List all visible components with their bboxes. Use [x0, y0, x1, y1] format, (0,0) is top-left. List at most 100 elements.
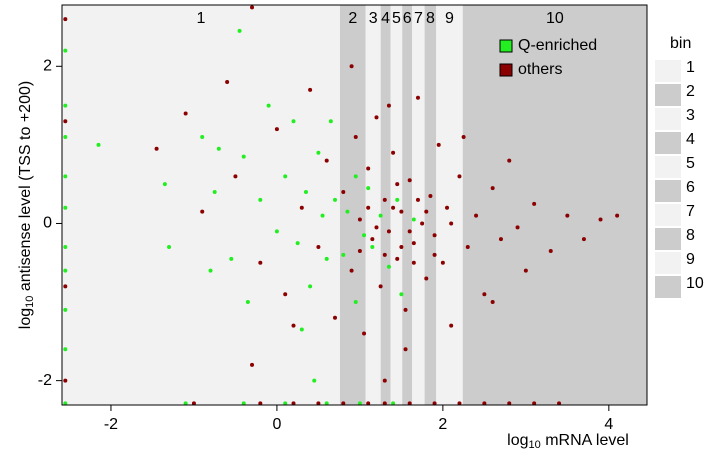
point	[353, 300, 358, 305]
bin-label: 3	[369, 10, 378, 27]
point	[598, 217, 603, 222]
point	[63, 205, 68, 210]
point	[316, 401, 321, 406]
point	[449, 323, 454, 328]
point	[407, 178, 412, 183]
point	[183, 111, 188, 116]
point	[233, 174, 238, 179]
point	[403, 307, 408, 312]
point	[428, 193, 433, 198]
point	[532, 201, 537, 206]
point	[507, 401, 512, 406]
y-axis-label: log10 antisense level (TSS to +200)	[17, 81, 36, 329]
bin-legend-label: 4	[686, 131, 695, 148]
bin-legend-swatch	[655, 84, 681, 106]
point	[63, 135, 68, 140]
point	[457, 174, 462, 179]
point	[63, 347, 68, 352]
point	[411, 217, 416, 222]
bin-legend-swatch	[655, 108, 681, 130]
point	[200, 209, 205, 214]
point	[482, 292, 487, 297]
point	[386, 103, 391, 108]
point	[200, 135, 205, 140]
bin-legend-title: bin	[670, 35, 691, 52]
bin-label: 2	[348, 10, 357, 27]
point	[391, 150, 396, 155]
point	[341, 401, 346, 406]
bin-label: 7	[414, 10, 423, 27]
point	[411, 241, 416, 246]
point	[465, 245, 470, 250]
y-tick-label: -2	[38, 372, 52, 389]
y-axis-label-part: antisense level (TSS to +200)	[17, 81, 34, 296]
y-axis-label-part: log	[17, 308, 34, 329]
point	[490, 300, 495, 305]
point	[407, 229, 412, 234]
bin-label: 4	[381, 10, 390, 27]
bin-legend-label: 10	[686, 275, 704, 292]
point	[162, 182, 167, 187]
point	[63, 103, 68, 108]
bin-legend-label: 7	[686, 203, 695, 220]
point	[303, 190, 308, 195]
bin-label: 9	[445, 10, 454, 27]
y-tick-label: 2	[43, 58, 52, 75]
bin-legend-label: 6	[686, 179, 695, 196]
point	[382, 252, 387, 257]
x-axis-label-part: mRNA level	[541, 432, 629, 449]
point	[63, 174, 68, 179]
bin-band	[424, 5, 437, 405]
point	[386, 229, 391, 234]
bin-legend-swatch	[655, 180, 681, 202]
point	[507, 158, 512, 163]
point	[515, 225, 520, 230]
point	[432, 252, 437, 257]
point	[370, 245, 375, 250]
bin-band	[380, 5, 391, 405]
point	[295, 241, 300, 246]
point	[391, 401, 396, 406]
point	[63, 245, 68, 250]
point	[283, 174, 288, 179]
point	[382, 378, 387, 383]
point	[399, 245, 404, 250]
point	[63, 401, 68, 406]
point	[548, 248, 553, 253]
bin-band	[339, 5, 366, 405]
point	[482, 401, 487, 406]
point	[258, 197, 263, 202]
legend-swatch	[499, 63, 513, 77]
legend-label: Q-enriched	[518, 37, 597, 54]
x-tick-label: 4	[604, 416, 613, 433]
bin-band	[402, 5, 413, 405]
point	[225, 80, 230, 85]
point	[523, 268, 528, 273]
point	[366, 205, 371, 210]
point	[96, 142, 101, 147]
point	[474, 213, 479, 218]
bin-band	[462, 5, 647, 405]
point	[403, 347, 408, 352]
bin-legend-label: 5	[686, 155, 695, 172]
x-axis-label: log10 mRNA level	[507, 432, 629, 451]
point	[191, 401, 196, 406]
point	[328, 119, 333, 124]
point	[498, 237, 503, 242]
point	[581, 237, 586, 242]
point	[237, 28, 242, 33]
point	[316, 245, 321, 250]
bin-legend-label: 3	[686, 107, 695, 124]
point	[407, 401, 412, 406]
point	[341, 252, 346, 257]
point	[411, 260, 416, 265]
point	[183, 401, 188, 406]
point	[420, 221, 425, 226]
bin-label: 8	[426, 10, 435, 27]
point	[208, 268, 213, 273]
point	[395, 256, 400, 261]
bin-band	[412, 5, 425, 405]
point	[370, 237, 375, 242]
